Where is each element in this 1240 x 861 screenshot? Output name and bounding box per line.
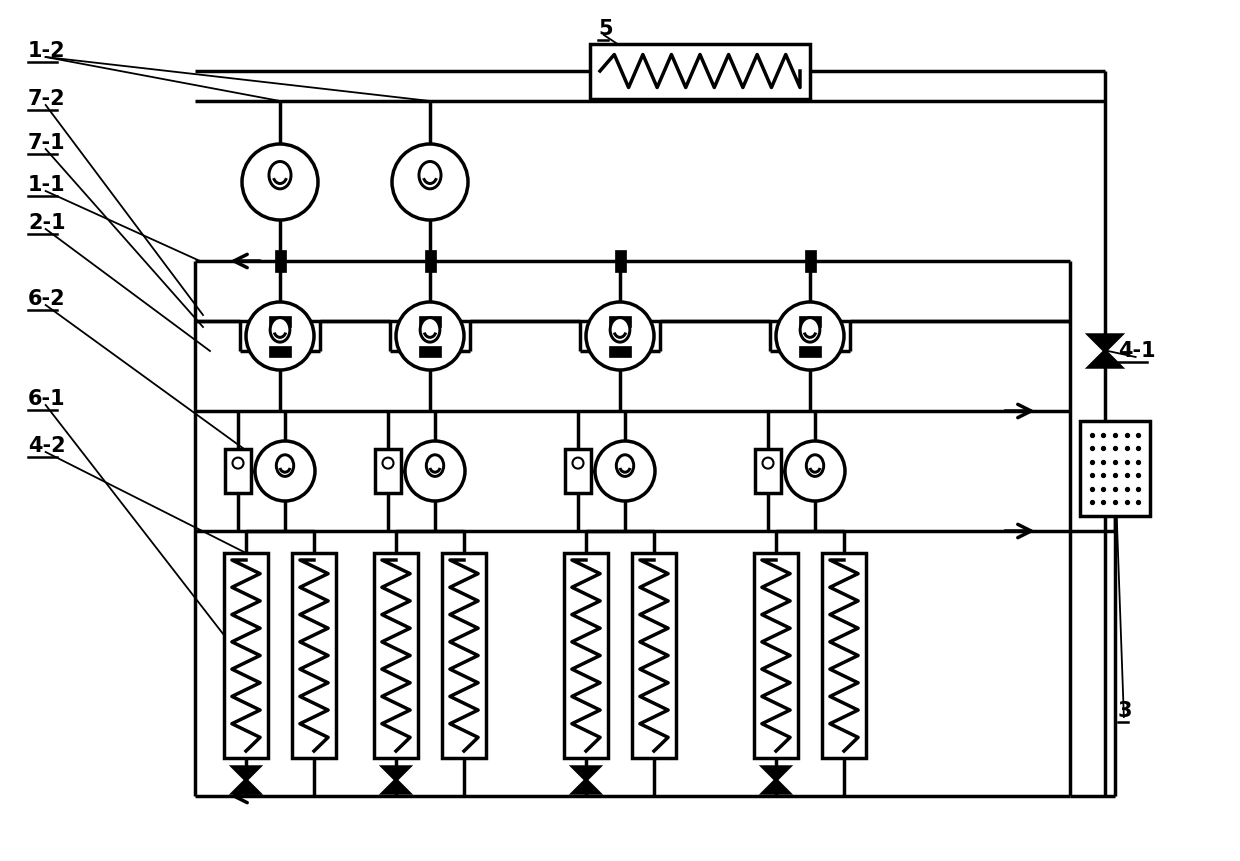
Bar [441, 553, 486, 758]
Text: 2-1: 2-1 [29, 213, 66, 233]
Ellipse shape [420, 318, 440, 342]
Bar [609, 345, 631, 356]
Circle shape [763, 457, 774, 468]
Bar [224, 553, 268, 758]
Text: 5: 5 [598, 19, 613, 39]
Bar [615, 250, 625, 272]
Bar [754, 553, 799, 758]
Text: 6-2: 6-2 [29, 289, 66, 309]
Polygon shape [383, 780, 409, 793]
Circle shape [242, 144, 317, 220]
Text: 7-1: 7-1 [29, 133, 66, 153]
Polygon shape [763, 780, 789, 793]
Bar [269, 345, 291, 356]
Circle shape [595, 441, 655, 501]
Bar [755, 449, 781, 493]
Polygon shape [763, 767, 789, 780]
Bar [374, 553, 418, 758]
Ellipse shape [270, 318, 290, 342]
Circle shape [255, 441, 315, 501]
Circle shape [233, 457, 243, 468]
Bar [419, 345, 441, 356]
Bar [291, 553, 336, 758]
Text: 3: 3 [1118, 701, 1132, 721]
Text: 6-1: 6-1 [29, 389, 66, 409]
Bar [564, 553, 608, 758]
Ellipse shape [419, 162, 441, 189]
Polygon shape [573, 767, 599, 780]
Bar [419, 315, 441, 326]
Bar [224, 449, 250, 493]
Text: 1-2: 1-2 [29, 41, 66, 61]
Text: 7-2: 7-2 [29, 89, 66, 109]
Circle shape [392, 144, 467, 220]
Ellipse shape [269, 162, 291, 189]
Circle shape [405, 441, 465, 501]
Bar [374, 449, 401, 493]
Bar [799, 345, 821, 356]
Circle shape [382, 457, 393, 468]
Polygon shape [233, 780, 259, 793]
Circle shape [246, 302, 314, 370]
Ellipse shape [427, 455, 444, 476]
Bar [799, 315, 821, 326]
Polygon shape [1089, 351, 1121, 367]
Circle shape [785, 441, 844, 501]
Ellipse shape [616, 455, 634, 476]
Bar [609, 315, 631, 326]
Bar [632, 553, 676, 758]
Ellipse shape [800, 318, 820, 342]
Bar [424, 250, 435, 272]
Text: 1-1: 1-1 [29, 175, 66, 195]
Polygon shape [573, 780, 599, 793]
Ellipse shape [806, 455, 823, 476]
Bar [805, 250, 816, 272]
Ellipse shape [610, 318, 630, 342]
Bar [274, 250, 285, 272]
Ellipse shape [277, 455, 294, 476]
Polygon shape [383, 767, 409, 780]
Bar [590, 44, 810, 98]
Circle shape [587, 302, 653, 370]
Text: 4-2: 4-2 [29, 436, 66, 456]
Circle shape [776, 302, 844, 370]
Bar [1080, 421, 1149, 516]
Circle shape [573, 457, 584, 468]
Bar [565, 449, 591, 493]
Polygon shape [1089, 335, 1121, 351]
Text: 4-1: 4-1 [1118, 341, 1156, 361]
Polygon shape [233, 767, 259, 780]
Bar [269, 315, 291, 326]
Bar [822, 553, 866, 758]
Circle shape [396, 302, 464, 370]
